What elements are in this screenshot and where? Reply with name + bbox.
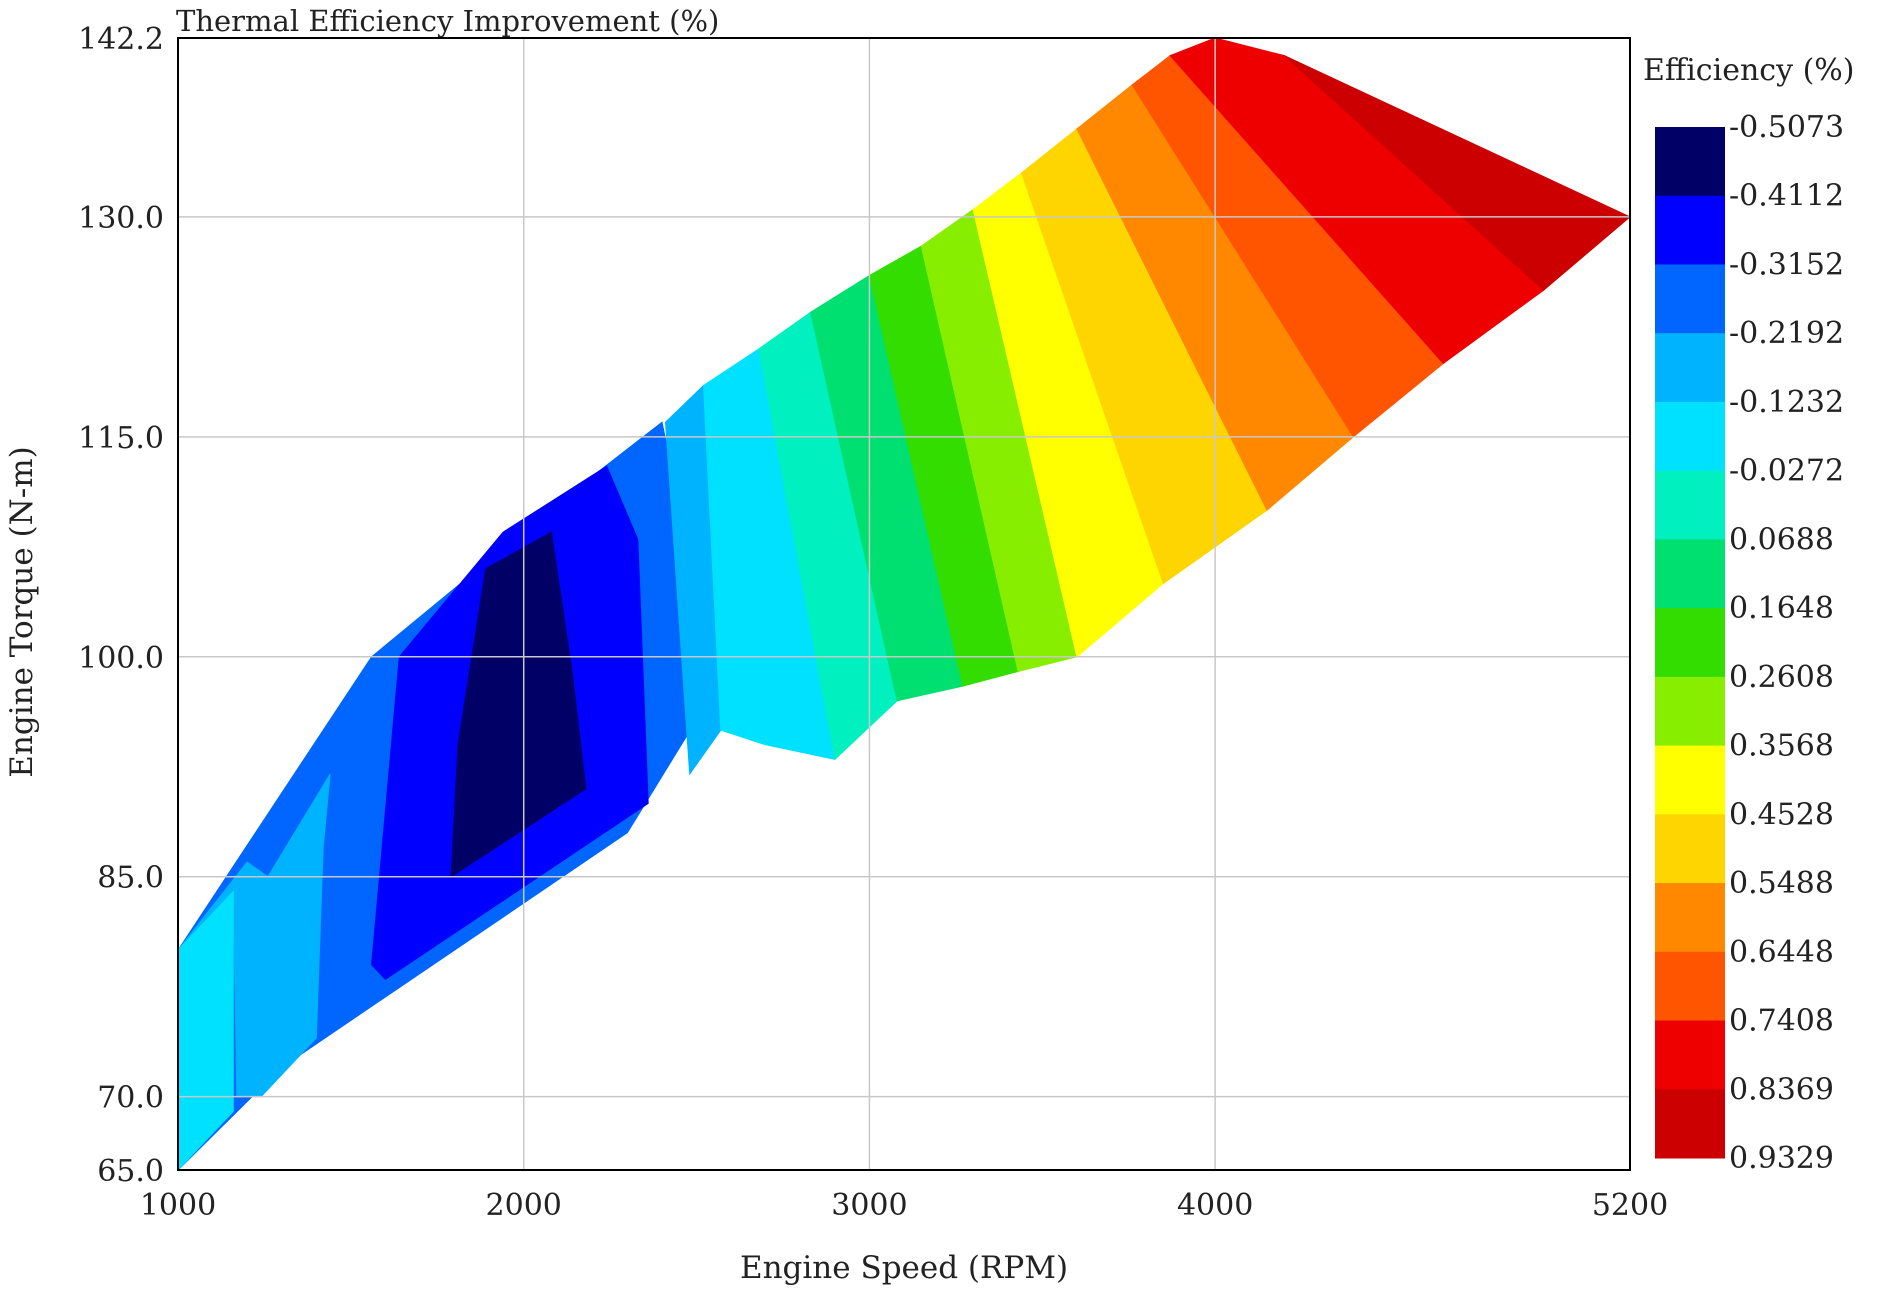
grid-lines [178,38,1630,1170]
colorbar-label: -0.1232 [1729,385,1844,420]
contour-bands [178,38,1630,1170]
y-axis-ticks: 65.0 70.0 85.0 100.0 115.0 130.0 142.2 [78,22,164,1189]
colorbar-swatch [1655,539,1725,609]
y-tick-label: 65.0 [97,1154,164,1189]
x-tick-label: 1000 [140,1188,216,1223]
x-axis-ticks: 1000 2000 3000 4000 5200 [140,1188,1668,1223]
colorbar-label: 0.3568 [1729,729,1834,764]
x-tick-label: 4000 [1177,1188,1253,1223]
colorbar-swatch [1655,883,1725,953]
colorbar-label: 0.1648 [1729,591,1834,626]
y-tick-label: 115.0 [78,421,164,456]
colorbar-title: Efficiency (%) [1643,53,1854,88]
colorbar-swatch [1655,745,1725,815]
contour-band-2 [450,531,587,878]
colorbar-label: 0.7408 [1729,1004,1834,1039]
colorbar-swatch [1655,195,1725,265]
y-tick-label: 85.0 [97,861,164,896]
colorbar-swatch [1655,1089,1725,1159]
x-tick-label: 3000 [831,1188,907,1223]
chart-title: Thermal Efficiency Improvement (%) [176,4,719,38]
colorbar-label: 0.5488 [1729,866,1834,901]
colorbar-label: 0.2608 [1729,660,1834,695]
colorbar-label: -0.5073 [1729,110,1844,145]
contour-band-16 [1283,55,1630,291]
colorbar-swatch [1655,401,1725,472]
contour-band-4 [178,890,234,1170]
colorbar-label: -0.3152 [1729,247,1844,282]
colorbar-label: 0.4528 [1729,797,1834,832]
colorbar-label: 0.6448 [1729,935,1834,970]
x-tick-label: 5200 [1592,1188,1668,1223]
colorbar-swatch [1655,127,1725,197]
colorbar-swatch [1655,333,1725,403]
colorbar-swatch [1655,814,1725,884]
y-tick-label: 142.2 [78,22,164,57]
y-axis-label: Engine Torque (N-m) [4,446,40,777]
colorbar-label: 0.9329 [1729,1141,1834,1176]
colorbar-label: -0.0272 [1729,454,1844,489]
y-tick-label: 70.0 [97,1081,164,1116]
y-tick-label: 130.0 [78,201,164,236]
colorbar-swatch [1655,608,1725,678]
colorbar-swatch [1655,951,1725,1022]
colorbar-label: -0.4112 [1729,179,1844,214]
colorbar: -0.5073 -0.4112 -0.3152 -0.2192 -0.1232 -0.02… [1655,110,1844,1176]
x-axis-label: Engine Speed (RPM) [740,1250,1068,1286]
colorbar-swatch [1655,264,1725,334]
x-tick-label: 2000 [486,1188,562,1223]
colorbar-swatch [1655,1020,1725,1090]
colorbar-swatch [1655,470,1725,540]
y-tick-label: 100.0 [78,641,164,676]
plot-frame [177,37,1631,1171]
colorbar-label: 0.0688 [1729,522,1834,557]
colorbar-swatch [1655,676,1725,747]
colorbar-label: 0.8369 [1729,1072,1834,1107]
colorbar-label: -0.2192 [1729,316,1844,351]
